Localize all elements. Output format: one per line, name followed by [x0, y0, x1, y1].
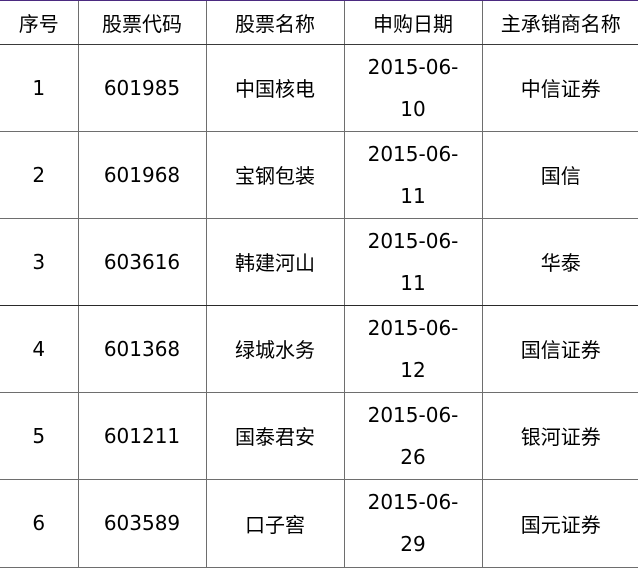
cell-stock-code: 603589	[77, 479, 206, 568]
date-line-2: 11	[400, 183, 426, 208]
cell-subscription-date: 2015-06- 11	[343, 218, 482, 306]
cell-subscription-date: 2015-06- 26	[343, 392, 482, 480]
cell-index: 6	[0, 479, 78, 568]
cell-stock-name: 国泰君安	[205, 392, 344, 480]
cell-index: 1	[0, 44, 78, 132]
date-line-1: 2015-06-	[367, 315, 459, 340]
cell-subscription-date: 2015-06- 29	[343, 479, 482, 568]
header-stock-code: 股票代码	[77, 1, 206, 45]
cell-index: 4	[0, 305, 78, 393]
table-row: 1 601985 中国核电 2015-06- 10 中信证券	[0, 44, 638, 132]
table-header-row: 序号 股票代码 股票名称 申购日期 主承销商名称	[0, 1, 638, 45]
date-line-1: 2015-06-	[367, 141, 459, 166]
cell-subscription-date: 2015-06- 10	[343, 44, 482, 132]
cell-subscription-date: 2015-06- 12	[343, 305, 482, 393]
cell-index: 3	[0, 218, 78, 306]
cell-stock-code: 601985	[77, 44, 206, 132]
date-line-1: 2015-06-	[367, 54, 459, 79]
cell-stock-code: 603616	[77, 218, 206, 306]
table-row: 6 603589 口子窖 2015-06- 29 国元证券	[0, 479, 638, 568]
date-line-2: 29	[400, 532, 426, 556]
cell-underwriter: 银河证券	[481, 392, 638, 480]
cell-underwriter: 国信证券	[481, 305, 638, 393]
table-row: 2 601968 宝钢包装 2015-06- 11 国信	[0, 131, 638, 219]
cell-stock-name: 中国核电	[205, 44, 344, 132]
date-line-2: 10	[400, 96, 426, 121]
header-subscription-date: 申购日期	[343, 1, 482, 45]
date-line-1: 2015-06-	[367, 402, 459, 427]
date-line-2: 26	[400, 444, 426, 469]
date-line-2: 11	[400, 270, 426, 295]
cell-stock-name: 绿城水务	[205, 305, 344, 393]
cell-index: 2	[0, 131, 78, 219]
cell-stock-name: 韩建河山	[205, 218, 344, 306]
date-line-1: 2015-06-	[367, 490, 459, 514]
header-stock-name: 股票名称	[205, 1, 344, 45]
cell-stock-code: 601968	[77, 131, 206, 219]
date-line-1: 2015-06-	[367, 228, 459, 253]
date-line-2: 12	[400, 357, 426, 382]
cell-underwriter: 国信	[481, 131, 638, 219]
table-row: 5 601211 国泰君安 2015-06- 26 银河证券	[0, 392, 638, 480]
table-row: 3 603616 韩建河山 2015-06- 11 华泰	[0, 218, 638, 306]
cell-index: 5	[0, 392, 78, 480]
cell-underwriter: 中信证券	[481, 44, 638, 132]
cell-stock-name: 口子窖	[205, 479, 344, 568]
cell-stock-code: 601211	[77, 392, 206, 480]
cell-stock-code: 601368	[77, 305, 206, 393]
header-index: 序号	[0, 1, 78, 45]
cell-underwriter: 华泰	[481, 218, 638, 306]
cell-stock-name: 宝钢包装	[205, 131, 344, 219]
cell-subscription-date: 2015-06- 11	[343, 131, 482, 219]
table-row: 4 601368 绿城水务 2015-06- 12 国信证券	[0, 305, 638, 393]
cell-underwriter: 国元证券	[481, 479, 638, 568]
header-underwriter: 主承销商名称	[481, 1, 638, 45]
